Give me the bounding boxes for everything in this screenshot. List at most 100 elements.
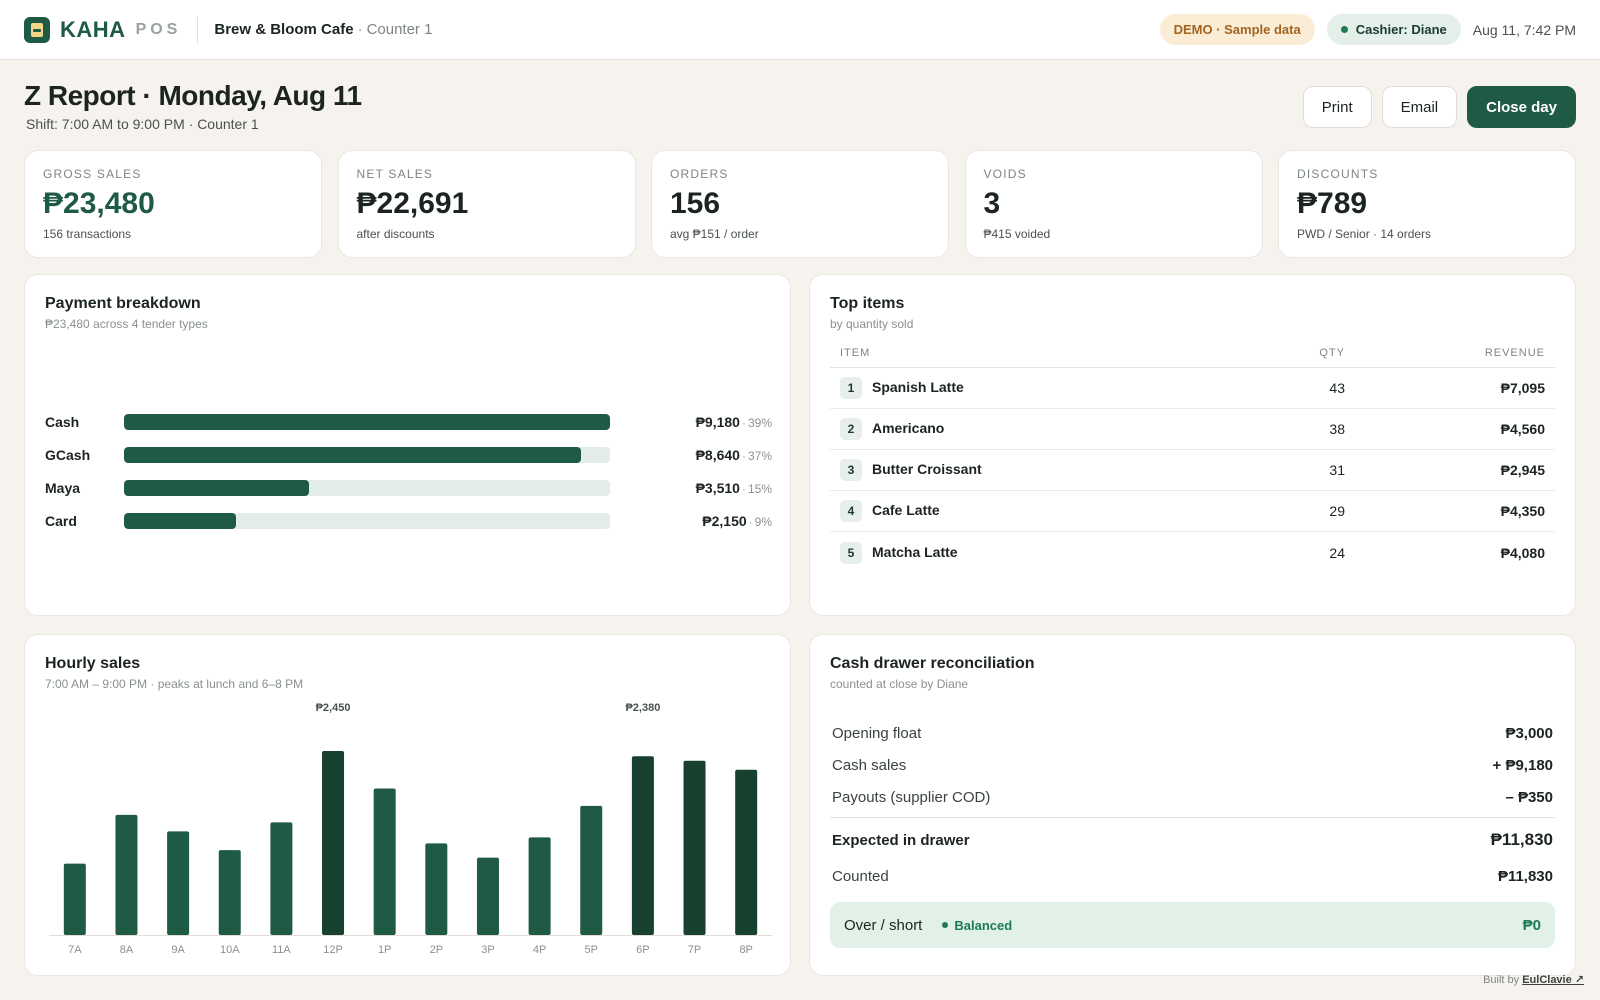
x-tick-label: 4P [533,944,546,956]
tender-amount: ₱9,180 [695,413,740,430]
bar-2P[interactable] [425,843,448,935]
bar-9A[interactable] [167,831,190,935]
bar-1P[interactable] [373,788,396,935]
bar-12P[interactable] [322,751,345,935]
item-name: Spanish Latte [872,379,964,395]
kpi-cards: GROSS SALES ₱23,480 156 transactions NET… [24,150,1576,258]
footer: Built by EulClavie ↗ [1483,973,1584,986]
table-row[interactable]: 5 Matcha Latte 24 ₱4,080 [830,532,1555,573]
x-tick-label: 7A [68,944,82,956]
page-title: Z Report · Monday, Aug 11 [24,80,362,111]
cash-label: Opening float [832,724,922,742]
x-tick-label: 9A [171,944,185,956]
bar-6P[interactable] [631,756,654,935]
table-row[interactable]: 2 Americano 38 ₱4,560 [830,409,1555,450]
table-row[interactable]: 1 Spanish Latte 43 ₱7,095 [830,368,1555,409]
top-items-panel: Top items by quantity sold ITEM QTY REVE… [809,274,1576,616]
tender-bar-fill [124,413,610,430]
column-item: ITEM [840,347,871,359]
kpi-net-sales: NET SALES ₱22,691 after discounts [337,150,636,258]
kpi-value: 156 [670,187,721,220]
footer-link[interactable]: EulClavie ↗ [1522,974,1584,986]
bar-8A[interactable] [115,814,138,935]
x-tick-label: 11A [272,944,291,956]
table-row[interactable]: 4 Cafe Latte 29 ₱4,350 [830,491,1555,532]
cashier-badge[interactable]: Cashier: Diane [1326,14,1461,45]
kpi-value: ₱22,691 [356,187,469,220]
kpi-value: ₱23,480 [43,187,155,220]
panel-subtitle: by quantity sold [830,317,914,331]
payment-row-cash: Cash ₱9,180 · 39% [45,413,772,430]
payment-row-card: Card ₱2,150 · 9% [45,512,772,529]
kpi-sub: PWD / Senior · 14 orders [1297,227,1432,241]
print-button[interactable]: Print [1302,86,1372,128]
column-qty: QTY [1319,347,1345,359]
table-row[interactable]: 3 Butter Croissant 31 ₱2,945 [830,450,1555,491]
kpi-orders: ORDERS 156 avg ₱151 / order [651,150,949,258]
brand-sub: POS [135,20,182,38]
balanced-label: Balanced [954,917,1013,933]
kpi-voids: VOIDS 3 ₱415 voided [964,150,1263,258]
tender-bar-track [124,446,610,463]
cash-row-cash-sales: Cash sales + ₱9,180 [830,749,1555,781]
item-name: Butter Croissant [872,461,982,477]
bar-8P[interactable] [735,769,758,935]
rank-badge: 4 [840,500,862,522]
kpi-label: ORDERS [670,167,729,181]
item-name: Matcha Latte [872,543,958,560]
rank-badge: 5 [840,541,862,564]
tender-name: Cash [45,413,80,430]
x-tick-label: 12P [323,944,343,956]
x-tick-label: 2P [430,944,443,956]
panel-subtitle: ₱23,480 across 4 tender types [45,317,208,331]
x-tick-label: 10A [220,944,240,956]
counter-name: Counter 1 [366,21,433,38]
item-qty: 29 [1329,503,1345,519]
bar-4P[interactable] [528,837,551,935]
bar-11A[interactable] [270,822,293,935]
register-icon [24,16,50,43]
cashier-label: Cashier: Diane [1355,22,1447,37]
kpi-label: VOIDS [983,167,1027,181]
cash-value: ₱11,830 [1490,830,1553,849]
peak-data-label: ₱2,450 [316,702,351,714]
panel-subtitle: counted at close by Diane [830,677,969,691]
item-name: Americano [872,420,945,436]
page-subtitle: Shift: 7:00 AM to 9:00 PM · Counter 1 [26,116,259,132]
item-revenue: ₱4,350 [1500,503,1545,519]
bar-10A[interactable] [218,850,241,935]
tender-bar-fill [124,446,581,463]
top-items-table: ITEM QTY REVENUE 1 Spanish Latte 43 ₱7,09… [830,341,1555,573]
bar-7P[interactable] [683,760,706,935]
cash-label: Counted [832,867,889,885]
payment-row-maya: Maya ₱3,510 · 15% [45,479,772,496]
tender-percent: 15% [747,481,772,496]
store-name: Brew & Bloom Cafe [214,21,354,38]
tender-name: Maya [45,479,81,496]
column-revenue: REVENUE [1484,347,1545,359]
kpi-value: ₱789 [1297,187,1368,220]
payment-rows: Cash ₱9,180 · 39% GCash ₱8,640 · 37% Maya ₱3… [45,405,772,537]
close-day-button[interactable]: Close day [1467,86,1576,128]
status-dot-icon [942,922,949,928]
bar-7A[interactable] [63,863,86,935]
cash-value: – ₱350 [1505,788,1553,806]
over-short-label: Over / short [844,916,923,934]
tender-bar-fill [124,479,309,496]
rank-badge: 2 [840,418,862,440]
rank-badge: 3 [840,459,862,481]
bar-5P[interactable] [580,805,603,935]
email-button[interactable]: Email [1381,86,1458,128]
kpi-gross-sales: GROSS SALES ₱23,480 156 transactions [24,150,322,258]
balanced-badge: Balanced [942,918,1012,933]
bar-3P[interactable] [476,857,499,935]
panel-title: Payment breakdown [45,295,201,312]
tender-amount: ₱2,150 [702,512,747,529]
panel-subtitle: 7:00 AM – 9:00 PM · peaks at lunch and 6… [45,677,304,691]
tender-percent: 39% [747,415,772,430]
item-qty: 43 [1329,380,1345,396]
current-datetime: Aug 11, 7:42 PM [1472,21,1576,38]
tender-name: Card [45,512,77,529]
cash-value: ₱11,830 [1497,867,1553,885]
rank-badge: 1 [840,377,862,399]
